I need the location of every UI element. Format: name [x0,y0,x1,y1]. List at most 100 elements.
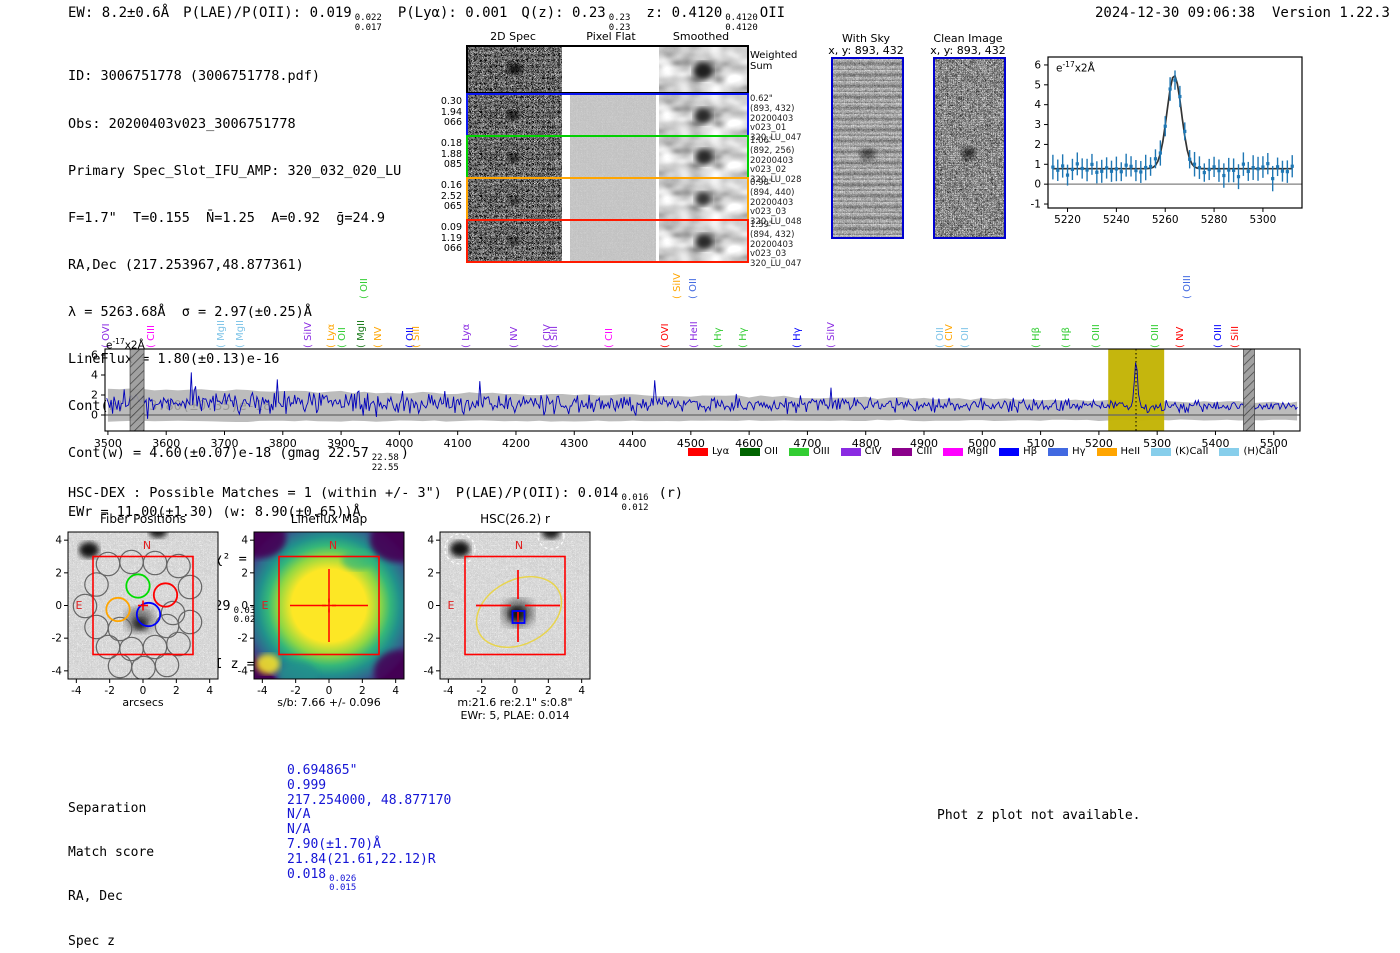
svg-text:3600: 3600 [152,437,180,450]
report-line-contw: Cont(w) = 4.60(±0.07)e-18 (gmag 22.57 22.… [68,445,409,473]
report-line: λ = 5263.68Å σ = 2.97(±0.25)Å [68,303,312,320]
smoothed-image [659,179,747,219]
svg-text:0: 0 [1034,179,1041,191]
summary-header: EW: 8.2±0.6Å P(LAE)/P(OII): 0.019 0.022 0.0… [68,5,785,33]
svg-text:4700: 4700 [793,437,821,450]
legend-swatch [1048,447,1069,456]
aperture-ellipse [475,575,563,649]
2dspec-image [468,137,562,177]
svg-text:4200: 4200 [502,437,530,450]
svg-text:0: 0 [140,685,147,697]
match-label: Spec z [68,933,115,949]
match-value: N/A [287,822,311,838]
with-sky-title: With Sky x, y: 893, 432 [828,32,904,57]
legend-swatch [740,447,761,456]
fiber-cutout-row [466,177,749,221]
svg-text:-4: -4 [238,665,248,677]
smoothed-image [659,221,747,261]
legend-swatch [892,447,913,456]
fiber-cutout-row [466,93,749,137]
svg-text:5300: 5300 [1250,214,1277,226]
clean-image-title: Clean Image x, y: 893, 432 [930,32,1006,57]
svg-text:5500: 5500 [1260,437,1288,450]
svg-text:-2: -2 [424,633,434,645]
fiber-annotation: 0.62" (893, 432) 20200403 v023_01 320_LU_047 [750,94,802,144]
svg-text:5240: 5240 [1103,214,1130,226]
svg-text:4: 4 [241,535,248,547]
match-value: N/A [287,807,311,823]
svg-text:HSC(26.2) r: HSC(26.2) r [480,512,550,526]
weighted-sum-label: Weighted Sum [750,50,798,72]
pixelflat-image [570,137,656,177]
legend-item-CIII: CIII [892,446,932,457]
svg-text:6: 6 [91,349,98,362]
svg-text:4100: 4100 [444,437,472,450]
svg-text:0: 0 [241,600,248,612]
svg-text:5100: 5100 [1027,437,1055,450]
match-value: 0.999 [287,777,327,793]
legend-swatch [688,447,708,456]
flux-units-annotation: e-17x2Å [1056,60,1095,75]
pixelflat-image [570,95,656,135]
extraction-box [464,555,566,656]
legend-swatch [943,447,964,456]
svg-text:-2: -2 [238,633,248,645]
report-line: LineFlux = 1.80(±0.13)e-16 [68,351,280,368]
compass-north: N [515,539,523,552]
svg-text:-2: -2 [476,685,486,697]
match-value: 0.018 0.026 0.015 [287,866,357,894]
svg-text:4900: 4900 [910,437,938,450]
svg-text:0: 0 [512,685,519,697]
svg-text:2: 2 [545,685,552,697]
svg-text:0: 0 [427,600,434,612]
2dspec-image [468,47,562,92]
svg-text:-4: -4 [257,685,268,697]
catalog-object-box [511,610,526,624]
svg-text:3500: 3500 [94,437,122,450]
fiber-circles [72,549,203,679]
report-version: Version 1.22.3 [1271,5,1390,21]
weighted-sum-row [466,45,749,94]
compass-east: E [76,599,83,612]
legend-item-(H)CaII: (H)CaII [1219,446,1278,457]
z-line-id: OII [759,5,786,21]
crosshair [290,569,368,642]
legend-item-Hγ: Hγ [1048,446,1086,457]
catalog-match-header: HSC-DEX : Possible Matches = 1 (within +… [68,485,683,513]
svg-text:2: 2 [359,685,366,697]
datetime-version: 2024-12-30 09:06:38 Version 1.22.3 [1095,5,1390,21]
svg-text:4: 4 [91,369,98,382]
svg-text:4600: 4600 [735,437,763,450]
svg-text:0: 0 [55,600,62,612]
plae-poii-value: P(LAE)/P(OII): 0.019 [183,5,352,21]
legend-swatch [1219,447,1240,456]
qz-uncertainty: 0.23 0.23 [608,13,631,33]
match-label: Separation [68,800,147,816]
svg-text:-2: -2 [52,633,62,645]
z-value: z: 0.4120 [646,5,723,21]
legend-item-CIV: CIV [840,446,881,457]
svg-text:5260: 5260 [1152,214,1179,226]
col-title-pixelflat: Pixel Flat [586,30,636,43]
hsc-caption-1: m:21.6 re:2.1" s:0.8" [457,696,572,709]
legend-item-OII: OII [740,446,778,457]
svg-text:5000: 5000 [968,437,996,450]
svg-text:0: 0 [326,685,333,697]
svg-text:4500: 4500 [677,437,705,450]
svg-text:6: 6 [1034,59,1041,71]
report-line: F=1.7" T=0.155 N̄=1.25 A=0.92 ḡ=24.9 [68,209,385,226]
svg-text:Lineflux Map: Lineflux Map [291,512,367,526]
fiber-circle-red [152,582,179,608]
plya-value: P(Lyα): 0.001 [397,5,508,21]
z-uncertainty: 0.4120 0.4120 [725,13,758,33]
fiber-weights: 0.16 2.52 065 [440,180,462,212]
extraction-box [278,555,380,656]
plae-uncertainty: 0.022 0.017 [354,13,382,33]
full-spectrum-plot: 3500 3600 3700 3800 3900 4000 4100 4200 4300 4400… [91,348,1301,450]
photz-note: Phot z plot not available. [937,808,1141,823]
report-line: RA,Dec (217.253967,48.877361) [68,256,304,273]
spectrum-legend: Lyα OII OIII CIV CIII MgII Hβ Hγ HeII (K)CaII (H)C… [688,446,1278,457]
extraction-box [92,555,194,656]
svg-text:5400: 5400 [1201,437,1229,450]
legend-item-(K)CaII: (K)CaII [1151,446,1208,457]
